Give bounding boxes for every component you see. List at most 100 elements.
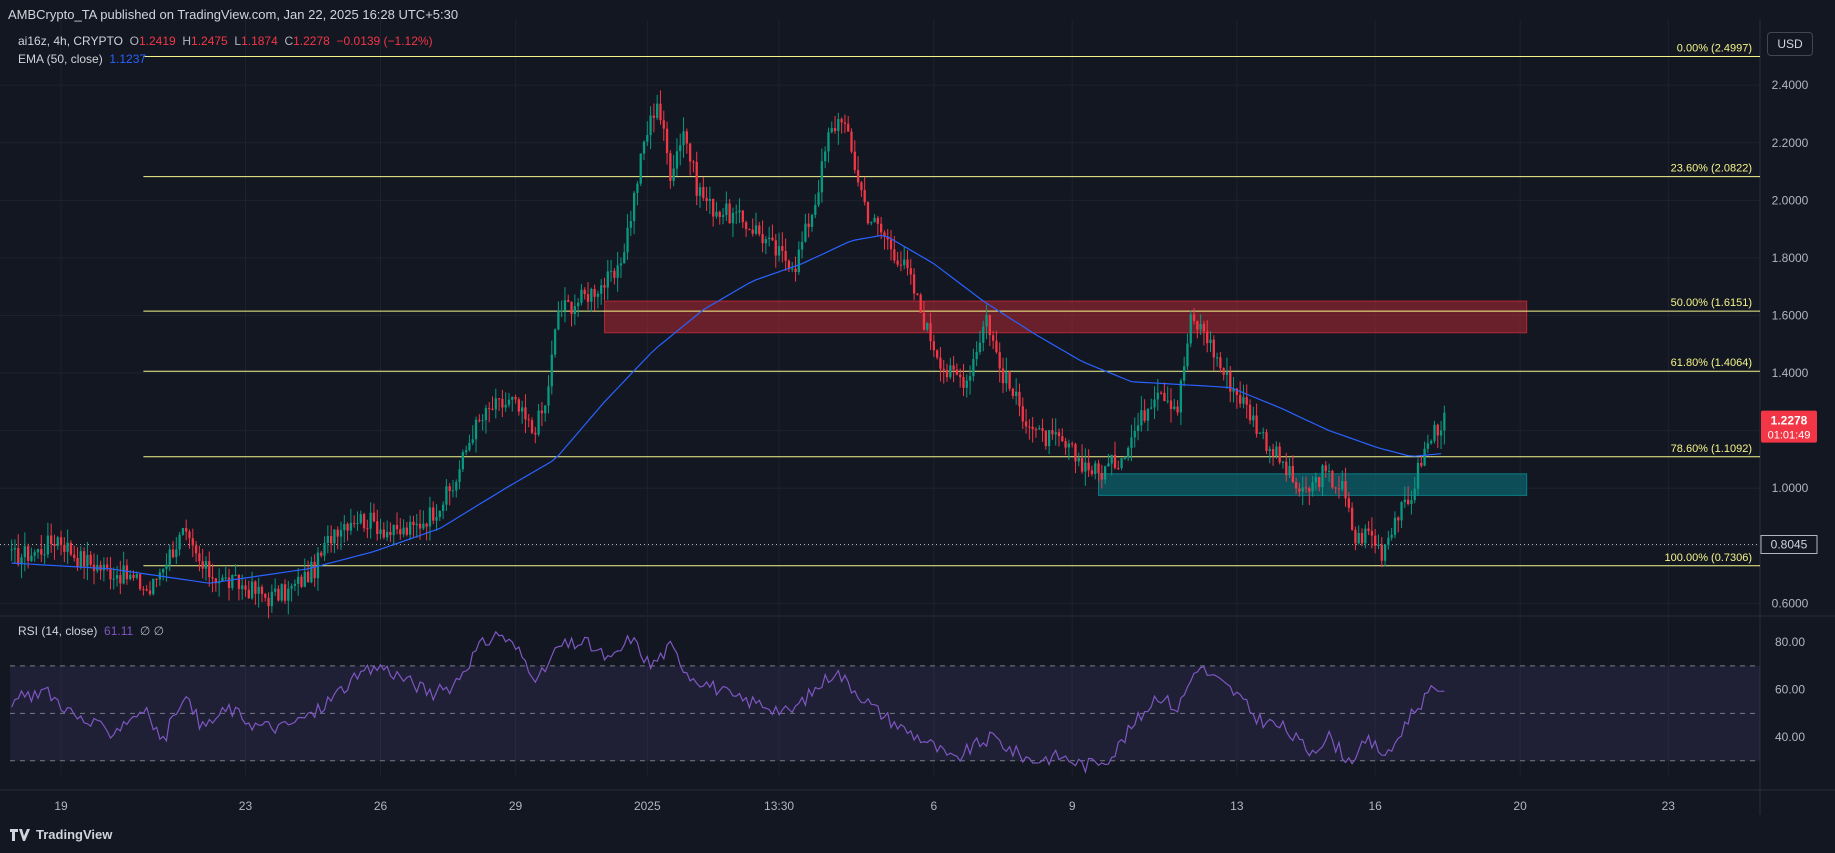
- candle[interactable]: [208, 551, 211, 587]
- candle[interactable]: [23, 532, 26, 572]
- candle[interactable]: [20, 553, 23, 579]
- candle[interactable]: [797, 241, 800, 275]
- candle[interactable]: [138, 572, 142, 591]
- candle[interactable]: [784, 238, 787, 271]
- candle[interactable]: [287, 580, 290, 615]
- candle[interactable]: [89, 551, 92, 569]
- candle[interactable]: [741, 210, 744, 229]
- candle[interactable]: [833, 115, 837, 134]
- candle[interactable]: [257, 577, 260, 608]
- candle[interactable]: [794, 256, 797, 282]
- candle[interactable]: [547, 375, 550, 414]
- candle[interactable]: [860, 180, 863, 197]
- candle[interactable]: [1367, 521, 1370, 535]
- candle[interactable]: [1202, 320, 1206, 346]
- candle[interactable]: [353, 515, 356, 528]
- candle[interactable]: [774, 234, 777, 268]
- candle[interactable]: [1097, 459, 1100, 482]
- candle[interactable]: [1377, 534, 1380, 550]
- candle[interactable]: [1294, 477, 1298, 495]
- candle[interactable]: [1173, 398, 1176, 411]
- candle[interactable]: [1001, 357, 1005, 394]
- candle[interactable]: [1390, 527, 1393, 541]
- candle[interactable]: [418, 509, 422, 540]
- candle[interactable]: [1156, 378, 1159, 411]
- candle[interactable]: [125, 559, 129, 585]
- candle[interactable]: [1285, 452, 1288, 482]
- candle[interactable]: [1011, 387, 1015, 400]
- candle[interactable]: [161, 568, 165, 581]
- candle[interactable]: [441, 501, 445, 520]
- candle[interactable]: [244, 579, 247, 597]
- candle[interactable]: [952, 355, 955, 383]
- candle[interactable]: [764, 235, 768, 255]
- candle[interactable]: [188, 529, 191, 549]
- candle[interactable]: [830, 121, 833, 134]
- candle[interactable]: [672, 154, 675, 187]
- candle[interactable]: [824, 146, 827, 169]
- candle[interactable]: [1301, 476, 1304, 506]
- candle[interactable]: [214, 577, 218, 592]
- candle[interactable]: [988, 314, 991, 347]
- candle[interactable]: [59, 530, 63, 556]
- candle[interactable]: [339, 521, 343, 550]
- candle[interactable]: [863, 176, 866, 206]
- candle[interactable]: [530, 417, 534, 435]
- candle[interactable]: [787, 259, 791, 272]
- candle[interactable]: [491, 396, 494, 411]
- candle[interactable]: [580, 283, 583, 306]
- candle[interactable]: [662, 110, 665, 141]
- candle[interactable]: [965, 374, 968, 398]
- candle[interactable]: [283, 579, 287, 604]
- candle[interactable]: [1235, 387, 1239, 409]
- candle[interactable]: [906, 250, 909, 276]
- candle[interactable]: [56, 536, 59, 550]
- candle[interactable]: [168, 544, 171, 572]
- candle[interactable]: [698, 182, 702, 208]
- candle[interactable]: [1350, 502, 1354, 531]
- candle[interactable]: [1031, 417, 1034, 443]
- candle[interactable]: [260, 584, 264, 603]
- candle[interactable]: [735, 204, 738, 224]
- candle[interactable]: [181, 527, 185, 536]
- candle[interactable]: [652, 103, 656, 133]
- candle[interactable]: [932, 334, 936, 358]
- candle[interactable]: [211, 563, 214, 593]
- candle[interactable]: [99, 560, 102, 580]
- candle[interactable]: [929, 312, 932, 351]
- candle[interactable]: [800, 231, 804, 259]
- candle[interactable]: [1400, 501, 1403, 529]
- candle[interactable]: [514, 394, 517, 404]
- candle[interactable]: [385, 520, 389, 541]
- candle[interactable]: [310, 556, 313, 584]
- candle[interactable]: [142, 585, 145, 596]
- candle[interactable]: [362, 512, 366, 532]
- candle[interactable]: [876, 215, 880, 236]
- candle[interactable]: [596, 290, 600, 309]
- candle[interactable]: [873, 214, 876, 223]
- candle[interactable]: [573, 294, 577, 326]
- candle[interactable]: [79, 546, 82, 570]
- candle[interactable]: [781, 232, 784, 263]
- candle[interactable]: [761, 220, 764, 253]
- candle[interactable]: [544, 404, 547, 422]
- candle[interactable]: [560, 300, 563, 318]
- candle[interactable]: [1094, 460, 1097, 480]
- candle[interactable]: [827, 127, 830, 163]
- candle[interactable]: [1423, 441, 1426, 467]
- candle[interactable]: [1179, 378, 1183, 426]
- candle[interactable]: [985, 304, 988, 340]
- candle[interactable]: [92, 553, 96, 585]
- candle[interactable]: [224, 566, 227, 581]
- candle[interactable]: [682, 117, 685, 158]
- candle[interactable]: [435, 504, 438, 531]
- candle[interactable]: [1347, 492, 1350, 513]
- candle[interactable]: [1024, 408, 1028, 434]
- candle[interactable]: [1087, 449, 1090, 477]
- candle[interactable]: [1413, 476, 1416, 504]
- candle[interactable]: [343, 514, 346, 543]
- candle[interactable]: [955, 363, 959, 376]
- candle[interactable]: [975, 341, 978, 367]
- candle[interactable]: [1262, 427, 1265, 440]
- candle[interactable]: [962, 363, 965, 397]
